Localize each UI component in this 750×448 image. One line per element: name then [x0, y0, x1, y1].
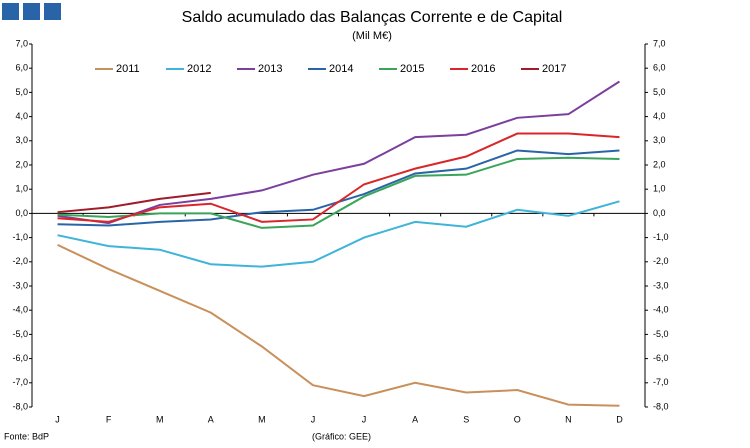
logo-square	[2, 3, 19, 20]
legend-label: 2015	[400, 63, 424, 75]
y2-tick-label: -2,0	[653, 256, 669, 266]
chart-title: Saldo acumulado das Balanças Corrente e …	[182, 9, 563, 26]
logo-square	[23, 3, 40, 20]
legend-label: 2017	[542, 63, 566, 75]
y2-tick-label: 7,0	[653, 38, 666, 48]
legend-label: 2011	[116, 63, 140, 75]
series-line	[57, 243, 620, 407]
y2-tick-label: 1,0	[653, 184, 666, 194]
legend-label: 2016	[471, 63, 495, 75]
x-tick-label: A	[412, 414, 418, 424]
y2-tick-label: 4,0	[653, 111, 666, 121]
y-tick-label: -3,0	[12, 280, 28, 290]
y2-tick-label: -8,0	[653, 401, 669, 411]
y2-tick-label: 6,0	[653, 63, 666, 73]
source: Fonte: BdP	[4, 431, 49, 441]
legend-label: 2014	[329, 63, 353, 75]
y-tick-label: -5,0	[12, 329, 28, 339]
y2-tick-label: -5,0	[653, 329, 669, 339]
x-tick-label: O	[514, 414, 521, 424]
series-line	[57, 132, 620, 223]
y-tick-label: -2,0	[12, 256, 28, 266]
y-tick-label: 3,0	[15, 135, 28, 145]
chart-subtitle: (Mil M€)	[352, 30, 392, 42]
x-tick-label: S	[463, 414, 469, 424]
y2-tick-label: -4,0	[653, 305, 669, 315]
x-tick-label: D	[616, 414, 623, 424]
y2-tick-label: 3,0	[653, 135, 666, 145]
y-tick-label: 2,0	[15, 159, 28, 169]
y-tick-label: -6,0	[12, 353, 28, 363]
x-tick-label: F	[106, 414, 112, 424]
credit: (Gráfico: GEE)	[312, 431, 371, 441]
y2-tick-label: -1,0	[653, 232, 669, 242]
x-tick-label: J	[55, 414, 60, 424]
y2-tick-label: -7,0	[653, 377, 669, 387]
y2-tick-label: 2,0	[653, 159, 666, 169]
series-line	[57, 156, 620, 229]
y-tick-label: 0,0	[15, 208, 28, 218]
x-tick-label: J	[311, 414, 316, 424]
legend-label: 2013	[258, 63, 282, 75]
series-line	[57, 191, 211, 214]
x-tick-label: A	[208, 414, 214, 424]
x-tick-label: N	[565, 414, 572, 424]
y-tick-label: -4,0	[12, 305, 28, 315]
logo-square	[44, 3, 61, 20]
y2-tick-label: -3,0	[653, 280, 669, 290]
series-line	[57, 80, 620, 225]
y-tick-label: -8,0	[12, 401, 28, 411]
y-tick-label: -1,0	[12, 232, 28, 242]
y-tick-label: 6,0	[15, 63, 28, 73]
y-tick-label: 5,0	[15, 87, 28, 97]
y2-tick-label: -6,0	[653, 353, 669, 363]
y-tick-label: -7,0	[12, 377, 28, 387]
y-tick-label: 4,0	[15, 111, 28, 121]
series-line	[57, 200, 620, 268]
x-tick-label: M	[258, 414, 266, 424]
y-tick-label: 7,0	[15, 38, 28, 48]
y2-tick-label: 5,0	[653, 87, 666, 97]
x-tick-label: M	[156, 414, 164, 424]
x-tick-label: J	[362, 414, 367, 424]
legend-label: 2012	[187, 63, 211, 75]
y-tick-label: 1,0	[15, 184, 28, 194]
y2-tick-label: 0,0	[653, 208, 666, 218]
